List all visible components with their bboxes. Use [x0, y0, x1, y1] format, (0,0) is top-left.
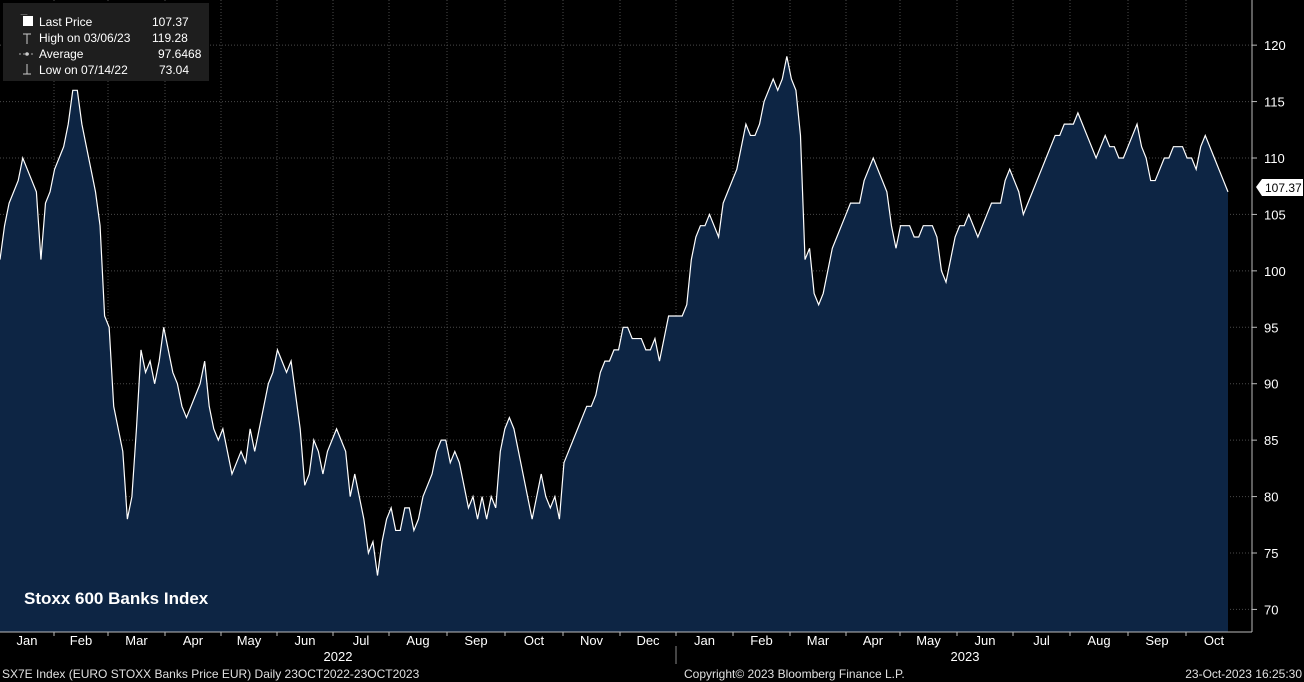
x-axis-ticks: Jan Feb Mar Apr May Jun Jul Aug Sep Oct Nov Dec Jan F… [17, 632, 1225, 664]
legend-value: 119.28 [152, 31, 188, 45]
x-tick-label: Jun [295, 633, 316, 648]
chart-legend: Last Price 107.37 High on 03/06/23 119.2… [3, 3, 209, 81]
x-tick-label: Mar [125, 633, 148, 648]
low-marker-icon [23, 64, 31, 75]
legend-label: Low on 07/14/22 [39, 63, 128, 77]
y-tick-label: 100 [1264, 264, 1286, 279]
x-tick-label: Oct [1204, 633, 1225, 648]
y-tick-label: 120 [1264, 38, 1286, 53]
legend-item-low: Low on 07/14/22 73.04 [3, 62, 209, 78]
y-tick-label: 80 [1264, 490, 1278, 505]
average-marker-icon [19, 52, 35, 56]
footer-ticker: SX7E Index (EURO STOXX Banks Price EUR) … [2, 667, 420, 681]
legend-item-high: High on 03/06/23 119.28 [3, 30, 209, 46]
x-tick-label: Aug [1087, 633, 1110, 648]
last-price-tag: 107.37 [1256, 179, 1303, 196]
high-marker-icon [23, 33, 31, 44]
footer-copyright: Copyright© 2023 Bloomberg Finance L.P. [684, 667, 905, 681]
x-year-label: 2023 [951, 649, 980, 664]
price-line [0, 56, 1229, 576]
x-tick-label: Feb [70, 633, 92, 648]
legend-label: High on 03/06/23 [39, 31, 131, 45]
x-tick-label: Jul [353, 633, 370, 648]
price-area-fill [0, 56, 1228, 633]
legend-value: 107.37 [152, 15, 189, 29]
x-year-label: 2022 [324, 649, 353, 664]
x-tick-label: Aug [406, 633, 429, 648]
x-tick-label: Sep [1145, 633, 1168, 648]
x-tick-label: May [237, 633, 262, 648]
y-tick-label: 75 [1264, 546, 1278, 561]
x-tick-label: Jul [1033, 633, 1050, 648]
y-tick-label: 90 [1264, 377, 1278, 392]
y-tick-label: 95 [1264, 320, 1278, 335]
legend-item-last-price: Last Price 107.37 [3, 14, 209, 30]
x-tick-label: Jun [975, 633, 996, 648]
legend-value: 73.04 [159, 63, 190, 77]
y-tick-label: 110 [1264, 151, 1285, 166]
x-tick-label: Apr [183, 633, 204, 648]
chart-title: Stoxx 600 Banks Index [24, 589, 209, 608]
y-axis-ticks: 70 75 80 85 90 95 100 105 110 115 120 [1252, 38, 1286, 617]
x-tick-label: Oct [524, 633, 545, 648]
x-tick-label: Dec [636, 633, 660, 648]
x-tick-label: May [916, 633, 941, 648]
x-tick-label: Mar [807, 633, 830, 648]
legend-label: Last Price [39, 15, 93, 29]
legend-value: 97.6468 [158, 47, 202, 61]
y-tick-label: 115 [1264, 95, 1285, 110]
legend-label: Average [39, 47, 84, 61]
x-tick-label: Nov [580, 633, 604, 648]
chart-footer: SX7E Index (EURO STOXX Banks Price EUR) … [0, 665, 1304, 682]
last-price-tag-text: 107.37 [1265, 181, 1302, 195]
y-tick-label: 85 [1264, 433, 1278, 448]
x-tick-label: Sep [464, 633, 487, 648]
y-tick-label: 70 [1264, 602, 1278, 617]
footer-timestamp: 23-Oct-2023 16:25:30 [1185, 667, 1302, 681]
x-tick-label: Jan [17, 633, 38, 648]
legend-item-average: Average 97.6468 [3, 46, 209, 62]
x-tick-label: Feb [750, 633, 772, 648]
white-square-icon [20, 14, 33, 26]
x-tick-label: Apr [863, 633, 884, 648]
last-price-tag-box [1256, 179, 1303, 196]
y-tick-label: 105 [1264, 207, 1286, 222]
x-tick-label: Jan [694, 633, 715, 648]
